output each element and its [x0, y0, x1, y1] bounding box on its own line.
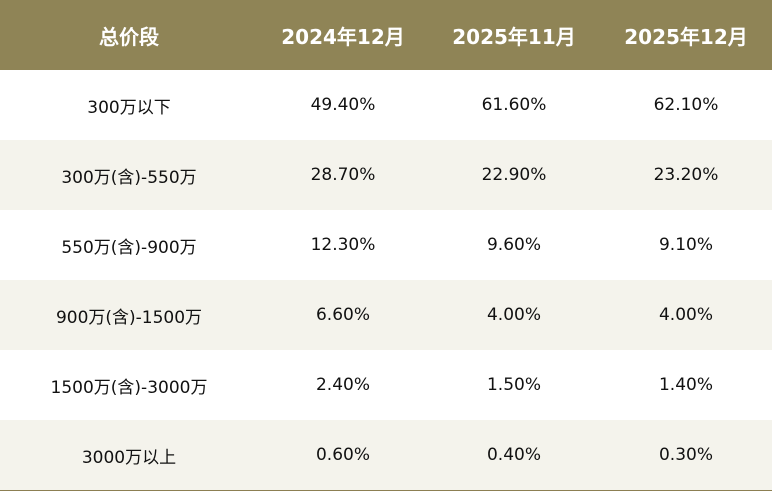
table-row: 550万(含)-900万 12.30% 9.60% 9.10% [0, 210, 772, 280]
value-cell: 61.60% [481, 95, 547, 115]
value-cell: 9.60% [486, 235, 541, 255]
value-cell: 0.30% [658, 445, 713, 465]
value-cell: 2.40% [315, 375, 370, 395]
table-row: 900万(含)-1500万 6.60% 4.00% 4.00% [0, 280, 772, 350]
value-cell: 0.60% [315, 445, 370, 465]
value-cell: 28.70% [310, 165, 376, 185]
header-cell-segment: 总价段 [99, 24, 159, 49]
segment-label: 300万以下 [87, 97, 171, 118]
value-cell: 23.20% [653, 165, 719, 185]
table-row: 1500万(含)-3000万 2.40% 1.50% 1.40% [0, 350, 772, 420]
table-header-row: 总价段 2024年12月 2025年11月 2025年12月 [0, 0, 772, 70]
header-cell-2024-12: 2024年12月 [281, 24, 405, 49]
value-cell: 1.50% [486, 375, 541, 395]
table-row: 300万以下 49.40% 61.60% 62.10% [0, 70, 772, 140]
value-cell: 4.00% [486, 305, 541, 325]
table-row: 3000万以上 0.60% 0.40% 0.30% [0, 420, 772, 490]
header-cell-2025-11: 2025年11月 [452, 24, 576, 49]
header-cell-2025-12: 2025年12月 [624, 24, 748, 49]
value-cell: 9.10% [658, 235, 713, 255]
value-cell: 6.60% [315, 305, 370, 325]
table-row: 300万(含)-550万 28.70% 22.90% 23.20% [0, 140, 772, 210]
value-cell: 49.40% [310, 95, 376, 115]
value-cell: 62.10% [653, 95, 719, 115]
segment-label: 550万(含)-900万 [61, 237, 197, 258]
segment-label: 900万(含)-1500万 [55, 307, 203, 328]
segment-label: 300万(含)-550万 [61, 167, 197, 188]
value-cell: 1.40% [658, 375, 713, 395]
value-cell: 22.90% [481, 165, 547, 185]
value-cell: 12.30% [310, 235, 376, 255]
value-cell: 0.40% [486, 445, 541, 465]
value-cell: 4.00% [658, 305, 713, 325]
segment-label: 1500万(含)-3000万 [50, 377, 208, 398]
segment-label: 3000万以上 [81, 447, 177, 468]
